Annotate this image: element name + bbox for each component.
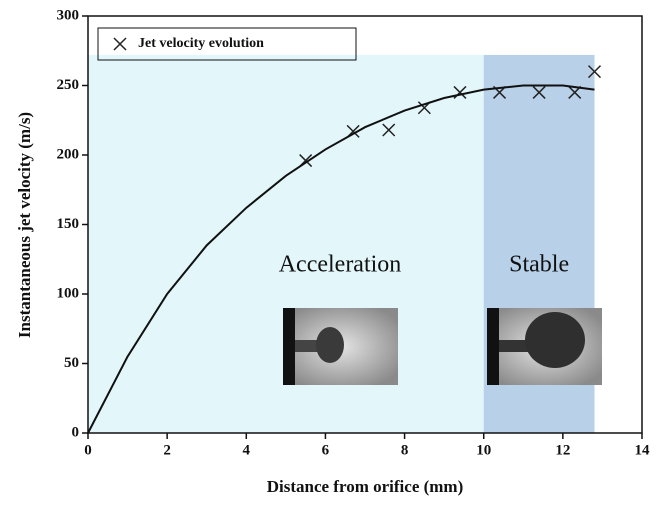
x-tick-label: 0 xyxy=(84,442,92,458)
region-label: Acceleration xyxy=(279,252,402,278)
nozzle xyxy=(283,308,295,385)
fit-curve xyxy=(87,84,595,434)
legend-box xyxy=(97,27,357,61)
y-tick-label: 150 xyxy=(57,216,80,232)
y-tick-label: 250 xyxy=(57,77,80,93)
region-label: Stable xyxy=(509,252,569,278)
y-tick-label: 200 xyxy=(57,146,80,162)
y-tick-label: 300 xyxy=(57,7,80,23)
data-point xyxy=(532,85,546,99)
y-tick-label: 0 xyxy=(72,424,80,440)
data-point xyxy=(587,65,602,79)
jet-head xyxy=(316,327,344,363)
x-tick-label: 8 xyxy=(401,442,409,458)
x-tick-label: 14 xyxy=(635,442,651,458)
jet-head xyxy=(525,312,585,368)
x-tick-label: 10 xyxy=(476,442,491,458)
x-tick-label: 6 xyxy=(322,442,330,458)
x-axis-title: Distance from orifice (mm) xyxy=(267,477,464,496)
nozzle xyxy=(487,308,499,385)
y-tick-label: 50 xyxy=(64,355,79,371)
y-tick-label: 100 xyxy=(57,285,80,301)
legend-marker xyxy=(113,37,127,51)
inset-images xyxy=(283,308,602,385)
legend-label: Jet velocity evolution xyxy=(138,36,264,51)
x-tick-label: 2 xyxy=(163,442,171,458)
data-point xyxy=(382,123,396,137)
x-tick-label: 4 xyxy=(243,442,251,458)
x-tick-label: 12 xyxy=(555,442,570,458)
y-axis-title: Instantaneous jet velocity (m/s) xyxy=(15,112,34,338)
